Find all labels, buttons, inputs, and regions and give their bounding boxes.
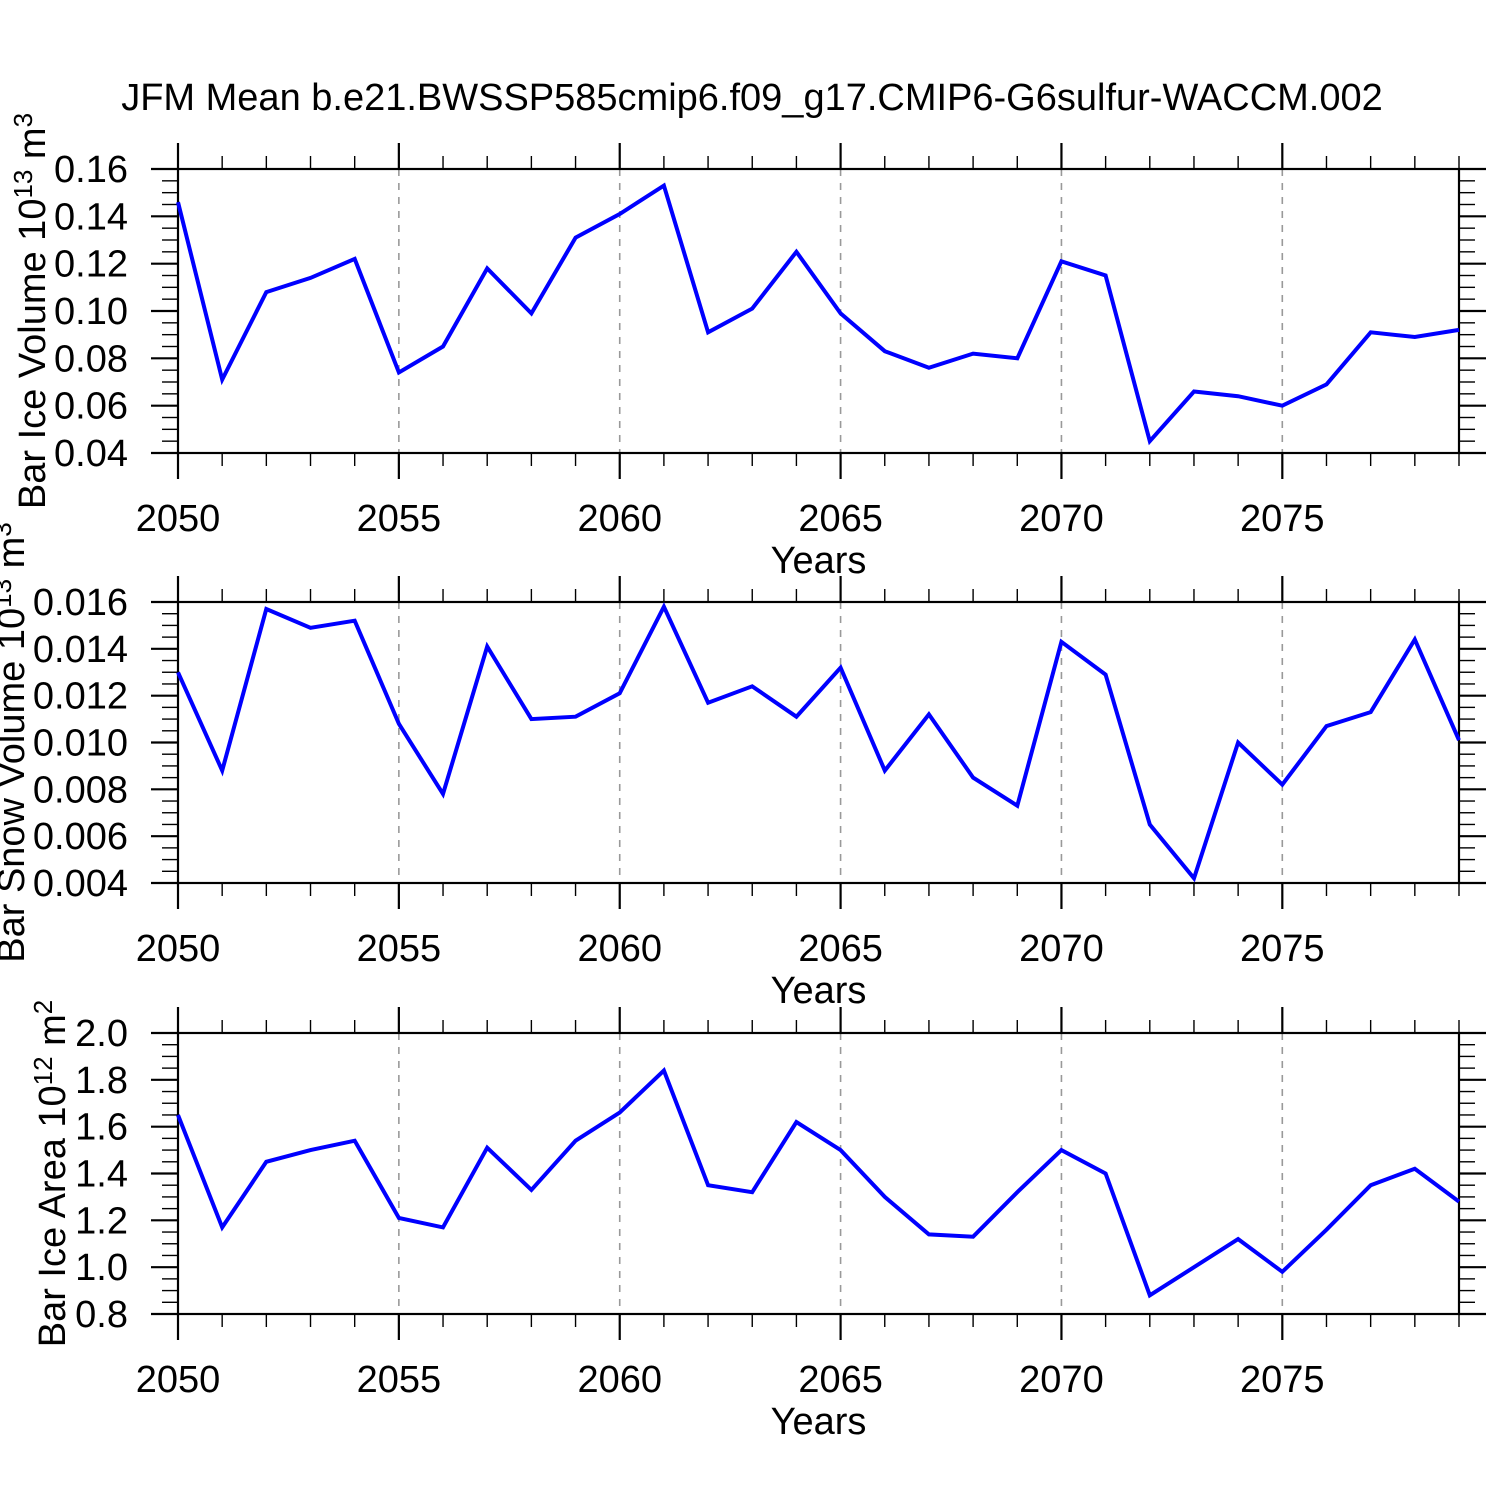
x-tick-label: 2065	[798, 1359, 883, 1401]
y-tick-label: 0.06	[54, 386, 128, 428]
x-tick-label: 2070	[1019, 498, 1104, 540]
y-axis-title: Bar Snow Volume 1013 m3	[0, 522, 33, 963]
data-line-bar-ice-volume	[176, 182, 1460, 446]
x-axis-title: Years	[771, 1401, 867, 1443]
y-tick-label: 2.0	[75, 1013, 128, 1055]
y-tick-label: 1.6	[75, 1107, 128, 1149]
y-tick-label: 0.14	[54, 196, 128, 238]
y-tick-label: 0.006	[33, 816, 128, 858]
y-tick-label: 0.004	[33, 863, 128, 905]
data-line-bar-snow-volume	[176, 602, 1461, 883]
x-tick-label: 2055	[357, 928, 442, 970]
x-tick-label: 2060	[577, 1359, 662, 1401]
x-tick-label: 2060	[577, 928, 662, 970]
x-tick-label: 2075	[1240, 498, 1325, 540]
y-tick-label: 0.008	[33, 769, 128, 811]
x-tick-label: 2075	[1240, 928, 1325, 970]
x-tick-label: 2050	[136, 928, 221, 970]
plot-frame	[176, 167, 1461, 455]
x-tick-label: 2050	[136, 1359, 221, 1401]
y-tick-label: 1.4	[75, 1154, 128, 1196]
y-tick-label: 0.012	[33, 676, 128, 718]
x-axis-title: Years	[771, 540, 867, 582]
y-tick-label: 0.04	[54, 433, 128, 475]
y-axis-title: Bar Ice Volume 1013 m3	[8, 113, 54, 509]
y-tick-label: 0.12	[54, 244, 128, 286]
y-tick-label: 0.8	[75, 1294, 128, 1336]
y-tick-label: 0.08	[54, 338, 128, 380]
plot-frame	[176, 600, 1461, 885]
chart-panels: 0.04 0.06 0.08 0.10 0.12 0.14 0.16 2050 2055 2060…	[0, 113, 1486, 1443]
y-tick-label: 1.8	[75, 1060, 128, 1102]
figure-title: JFM Mean b.e21.BWSSP585cmip6.f09_g17.CMI…	[121, 77, 1383, 119]
y-axis-title: Bar Ice Area 1012 m2	[28, 1000, 74, 1348]
x-tick-label: 2070	[1019, 1359, 1104, 1401]
x-tick-label: 2070	[1019, 928, 1104, 970]
y-tick-label: 0.010	[33, 723, 128, 765]
x-tick-label: 2055	[357, 498, 442, 540]
x-tick-label: 2065	[798, 498, 883, 540]
y-tick-label: 0.016	[33, 582, 128, 624]
x-tick-label: 2075	[1240, 1359, 1325, 1401]
x-tick-label: 2065	[798, 928, 883, 970]
y-tick-label: 1.2	[75, 1200, 128, 1242]
plot-frame	[176, 1031, 1461, 1316]
x-axis-title: Years	[771, 970, 867, 1012]
y-tick-label: 0.014	[33, 629, 128, 671]
y-tick-label: 1.0	[75, 1247, 128, 1289]
x-tick-label: 2050	[136, 498, 221, 540]
panel-bar-ice-volume: 0.04 0.06 0.08 0.10 0.12 0.14 0.16 2050 2055 2060…	[8, 113, 1486, 582]
data-line-bar-ice-area	[176, 1066, 1461, 1299]
y-tick-label: 0.10	[54, 291, 128, 333]
panel-bar-ice-area: 0.8 1.0 1.21.4 1.6 1.8 2.0 2050 2055 2060 2065 207…	[28, 1000, 1486, 1443]
y-tick-label: 0.16	[54, 149, 128, 191]
x-tick-label: 2060	[577, 498, 662, 540]
x-tick-label: 2055	[357, 1359, 442, 1401]
